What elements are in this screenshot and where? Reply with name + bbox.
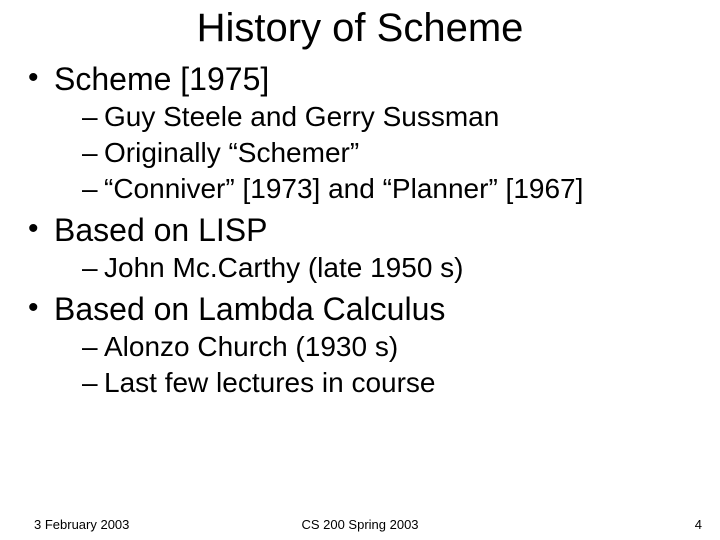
sub-bullet-item: Guy Steele and Gerry Sussman [82, 100, 720, 134]
sub-bullet-list: Alonzo Church (1930 s) Last few lectures… [54, 330, 720, 400]
sub-bullet-list: John Mc.Carthy (late 1950 s) [54, 251, 720, 285]
sub-bullet-list: Guy Steele and Gerry Sussman Originally … [54, 100, 720, 206]
sub-bullet-item: “Conniver” [1973] and “Planner” [1967] [82, 172, 720, 206]
footer-page-number: 4 [695, 517, 702, 532]
bullet-item: Based on LISP John Mc.Carthy (late 1950 … [28, 212, 720, 285]
slide-title: History of Scheme [0, 0, 720, 55]
bullet-list: Scheme [1975] Guy Steele and Gerry Sussm… [0, 61, 720, 400]
sub-bullet-item: Alonzo Church (1930 s) [82, 330, 720, 364]
bullet-item: Based on Lambda Calculus Alonzo Church (… [28, 291, 720, 400]
sub-bullet-item: Last few lectures in course [82, 366, 720, 400]
sub-bullet-item: Originally “Schemer” [82, 136, 720, 170]
slide: History of Scheme Scheme [1975] Guy Stee… [0, 0, 720, 540]
footer-course: CS 200 Spring 2003 [0, 517, 720, 532]
sub-bullet-item: John Mc.Carthy (late 1950 s) [82, 251, 720, 285]
bullet-text: Based on Lambda Calculus [54, 291, 445, 327]
bullet-text: Scheme [1975] [54, 61, 269, 97]
bullet-item: Scheme [1975] Guy Steele and Gerry Sussm… [28, 61, 720, 206]
bullet-text: Based on LISP [54, 212, 267, 248]
